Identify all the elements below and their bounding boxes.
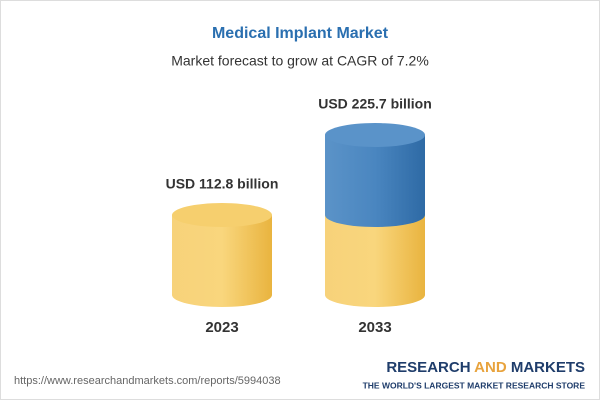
value-label: USD 112.8 billion	[166, 176, 279, 192]
cylinder-top	[325, 123, 425, 147]
value-label: USD 225.7 billion	[318, 96, 432, 112]
tagline: THE WORLD'S LARGEST MARKET RESEARCH STOR…	[363, 380, 586, 390]
brand-part: RESEARCH	[386, 359, 470, 376]
cylinder-body	[172, 215, 272, 295]
x-tick-label: 2033	[358, 319, 391, 336]
cylinder-body	[325, 135, 425, 216]
cylinder-body	[325, 215, 425, 295]
x-tick-label: 2023	[205, 319, 238, 336]
cylinder-joint	[325, 203, 425, 228]
brand: RESEARCH AND MARKETS	[386, 359, 585, 376]
source-url: https://www.researchandmarkets.com/repor…	[14, 375, 281, 387]
brand-part: MARKETS	[511, 359, 585, 376]
brand-part: AND	[474, 359, 507, 376]
cylinder-top	[172, 203, 272, 228]
chart-title: Medical Implant Market	[212, 25, 389, 42]
chart-subtitle: Market forecast to grow at CAGR of 7.2%	[171, 53, 429, 69]
